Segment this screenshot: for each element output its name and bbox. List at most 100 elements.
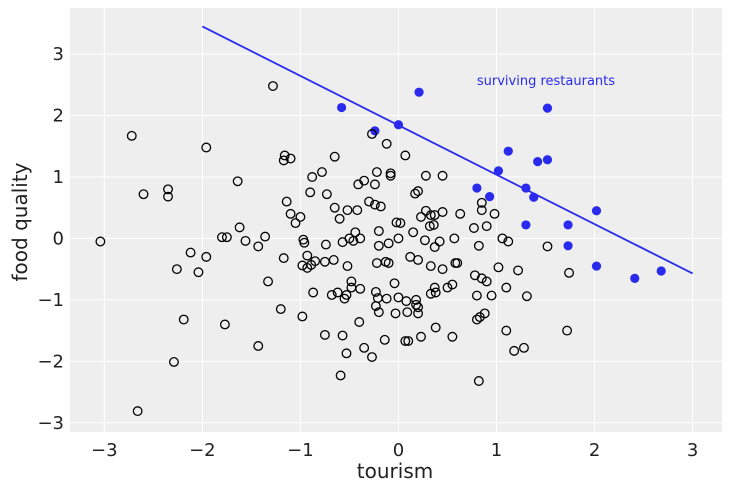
- unselected-point: [317, 167, 327, 178]
- unselected-point: [413, 186, 424, 197]
- unselected-point: [385, 168, 396, 179]
- unselected-point: [332, 287, 343, 298]
- unselected-point: [355, 233, 366, 244]
- unselected-point: [481, 276, 492, 287]
- unselected-point: [221, 232, 232, 243]
- y-tick-label: 1: [53, 167, 64, 188]
- unselected-point: [429, 210, 440, 221]
- unselected-point: [329, 151, 340, 162]
- unselected-point: [359, 342, 370, 353]
- unselected-point: [342, 261, 353, 272]
- selected-point: [393, 120, 404, 130]
- plot-area-background: [70, 8, 722, 432]
- unselected-point: [429, 282, 440, 293]
- selected-point: [521, 220, 531, 230]
- unselected-point: [471, 314, 482, 325]
- unselected-point: [393, 292, 404, 303]
- unselected-point: [416, 331, 426, 342]
- unselected-point: [126, 130, 137, 141]
- unselected-point: [411, 294, 422, 305]
- x-axis-label: tourism: [357, 459, 433, 483]
- unselected-point: [163, 191, 173, 202]
- unselected-point: [178, 314, 189, 325]
- unselected-point: [476, 205, 487, 216]
- unselected-point: [346, 276, 357, 287]
- unselected-point: [385, 170, 396, 181]
- unselected-point: [371, 167, 382, 178]
- unselected-point: [321, 189, 332, 200]
- unselected-point: [278, 155, 289, 166]
- unselected-point: [285, 153, 296, 164]
- unselected-point: [513, 265, 524, 276]
- unselected-point: [476, 197, 487, 208]
- selected-point: [414, 87, 424, 97]
- x-tick-label: −1: [287, 440, 314, 461]
- y-axis-label: food quality: [8, 162, 32, 281]
- unselected-point: [486, 290, 497, 301]
- fit-line-layer: [201, 25, 693, 275]
- unselected-point: [193, 267, 204, 278]
- selected-point: [521, 183, 531, 193]
- unselected-point: [320, 239, 331, 250]
- unselected-point: [307, 172, 318, 182]
- selected-point: [630, 273, 640, 283]
- unselected-point: [163, 184, 173, 195]
- unselected-point: [403, 336, 414, 347]
- unselected-point: [503, 236, 514, 247]
- unselected-point: [370, 301, 381, 311]
- unselected-point: [425, 210, 436, 221]
- unselected-point: [373, 226, 384, 237]
- unselected-point: [342, 205, 353, 216]
- unselected-point: [375, 201, 386, 212]
- unselected-point: [334, 213, 345, 224]
- data-points: [95, 81, 666, 417]
- unselected-point: [278, 253, 289, 264]
- selected-point: [472, 183, 482, 193]
- unselected-point: [564, 267, 574, 278]
- y-tick-label: −1: [37, 290, 64, 311]
- unselected-point: [268, 81, 278, 91]
- unselected-point: [171, 264, 182, 275]
- x-tick-label: 1: [491, 440, 502, 461]
- unselected-point: [473, 376, 484, 386]
- unselected-point: [410, 188, 421, 199]
- unselected-point: [420, 170, 431, 181]
- unselected-point: [364, 196, 374, 207]
- unselected-point: [379, 334, 390, 345]
- x-tick-label: −2: [189, 440, 216, 461]
- unselected-point: [442, 282, 453, 293]
- unselected-point: [302, 250, 313, 261]
- unselected-point: [290, 218, 301, 229]
- unselected-point: [260, 231, 271, 242]
- unselected-point: [521, 291, 532, 302]
- unselected-point: [367, 352, 377, 362]
- unselected-point: [429, 242, 440, 252]
- unselected-point: [370, 286, 381, 297]
- unselected-point: [413, 302, 424, 313]
- unselected-point: [369, 199, 380, 210]
- unselected-point: [509, 345, 520, 356]
- selected-point: [656, 266, 666, 276]
- unselected-point: [481, 221, 492, 232]
- unselected-point: [413, 308, 424, 319]
- unselected-point: [285, 208, 296, 219]
- unselected-point: [468, 223, 479, 233]
- unselected-point: [217, 232, 227, 243]
- unselected-point: [425, 261, 436, 272]
- unselected-point: [168, 356, 179, 367]
- unselected-point: [493, 262, 504, 273]
- unselected-point: [416, 211, 426, 222]
- unselected-point: [489, 208, 500, 219]
- selected-point: [485, 192, 495, 202]
- x-tick-label: 2: [589, 440, 600, 461]
- y-tick-label: 3: [53, 44, 64, 65]
- unselected-point: [295, 211, 306, 222]
- unselected-point: [201, 142, 212, 153]
- unselected-point: [344, 233, 355, 244]
- unselected-point: [542, 241, 553, 252]
- unselected-point: [389, 278, 400, 289]
- x-tick-label: 0: [393, 440, 404, 461]
- unselected-point: [424, 221, 435, 232]
- unselected-point: [381, 293, 392, 304]
